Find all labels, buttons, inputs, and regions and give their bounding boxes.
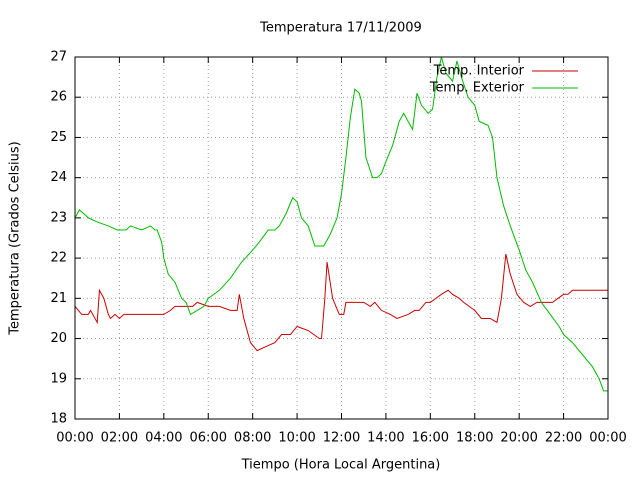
x-tick-label: 12:00 bbox=[323, 431, 360, 446]
x-tick-label: 22:00 bbox=[545, 431, 582, 446]
chart-title: Temperatura 17/11/2009 bbox=[259, 21, 422, 36]
data-line bbox=[74, 56, 608, 392]
x-tick-label: 02:00 bbox=[101, 431, 138, 446]
x-tick-label: 14:00 bbox=[367, 431, 404, 446]
y-tick-label: 24 bbox=[50, 170, 67, 185]
x-tick-label: 20:00 bbox=[500, 431, 537, 446]
legend-label: Temp. Exterior bbox=[429, 81, 525, 96]
x-tick-label: 16:00 bbox=[412, 431, 449, 446]
x-tick-label: 04:00 bbox=[145, 431, 182, 446]
y-axis-label: Temperatura (Grados Celsius) bbox=[8, 141, 23, 335]
legend-label: Temp. Interior bbox=[433, 64, 525, 79]
y-tick-label: 18 bbox=[50, 412, 67, 427]
y-tick-label: 21 bbox=[50, 291, 67, 306]
y-tick-label: 19 bbox=[50, 371, 67, 386]
y-tick-label: 20 bbox=[50, 331, 67, 346]
x-tick-label: 00:00 bbox=[589, 431, 626, 446]
y-tick-label: 22 bbox=[50, 251, 67, 266]
x-tick-label: 00:00 bbox=[56, 431, 93, 446]
y-tick-label: 23 bbox=[50, 210, 67, 225]
y-tick-label: 26 bbox=[50, 90, 67, 105]
x-tick-label: 18:00 bbox=[456, 431, 493, 446]
x-axis-label: Tiempo (Hora Local Argentina) bbox=[241, 458, 441, 473]
plot-border bbox=[74, 56, 609, 420]
x-tick-label: 06:00 bbox=[190, 431, 227, 446]
x-tick-label: 10:00 bbox=[278, 431, 315, 446]
y-tick-label: 25 bbox=[50, 130, 67, 145]
data-line bbox=[74, 253, 608, 352]
y-tick-label: 27 bbox=[50, 50, 67, 65]
x-tick-label: 08:00 bbox=[234, 431, 271, 446]
